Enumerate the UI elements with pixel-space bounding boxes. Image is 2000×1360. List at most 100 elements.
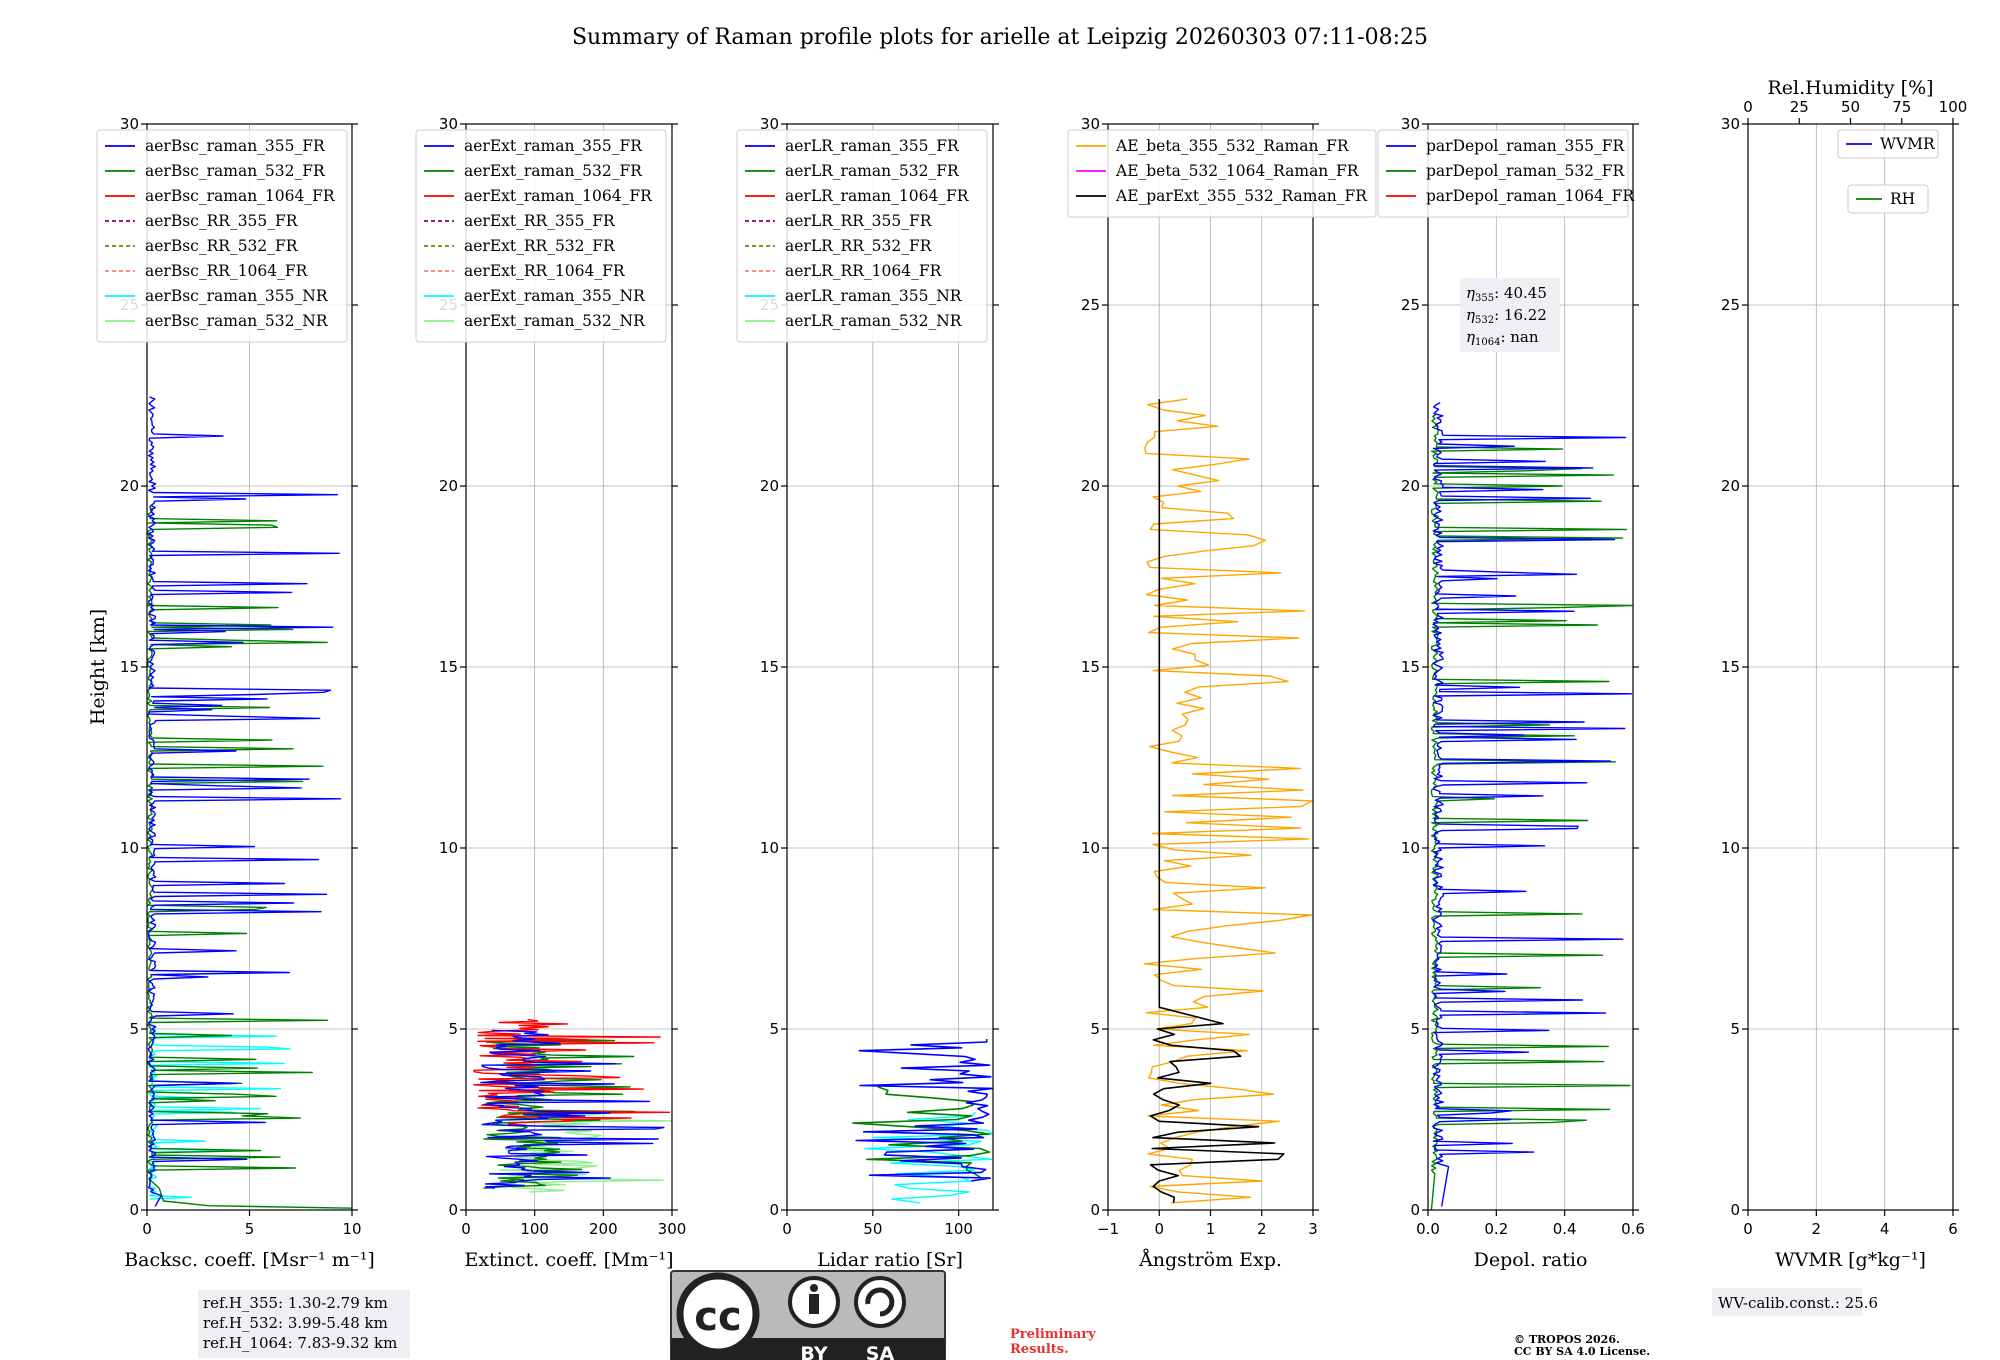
copyright-text: © TROPOS 2026. bbox=[1514, 1333, 1620, 1346]
panel-bsc: 0510051015202530Backsc. coeff. [Msr⁻¹ m⁻… bbox=[96, 115, 375, 1271]
sa-label: SA bbox=[866, 1343, 895, 1360]
x-tick-label: 5 bbox=[245, 1220, 255, 1238]
x-tick-label: 0 bbox=[461, 1220, 471, 1238]
legend-label: aerBsc_RR_1064_FR bbox=[145, 262, 309, 280]
legend-label: aerBsc_RR_355_FR bbox=[145, 212, 299, 230]
y-tick-label: 30 bbox=[439, 115, 458, 133]
legend-box bbox=[1847, 184, 1929, 214]
legend-box bbox=[1067, 129, 1377, 218]
x-tick-label: 200 bbox=[589, 1220, 618, 1238]
legend-wv: WVMR RH bbox=[1837, 129, 1939, 214]
wvcalib-text: WV-calib.const.: 25.6 bbox=[1718, 1294, 1878, 1312]
cc-license-badge: cc BY SA bbox=[670, 1270, 946, 1360]
by-label: BY bbox=[800, 1343, 827, 1360]
x-tick-label: 0 bbox=[782, 1220, 792, 1238]
y-tick-label: 15 bbox=[120, 658, 139, 676]
y-tick-label: 0 bbox=[1410, 1201, 1420, 1219]
legend-label: RH bbox=[1890, 190, 1915, 208]
x-tick-label: 2 bbox=[1257, 1220, 1267, 1238]
y-tick-label: 30 bbox=[120, 115, 139, 133]
series-line bbox=[1430, 413, 1633, 1210]
legend-label: aerBsc_raman_355_FR bbox=[145, 137, 326, 155]
y-tick-label: 10 bbox=[439, 839, 458, 857]
panel-ext: 0100200300051015202530Extinct. coeff. [M… bbox=[415, 115, 686, 1271]
eta-symbol: η bbox=[1466, 306, 1475, 324]
legend-label: aerExt_RR_532_FR bbox=[464, 237, 616, 255]
x-tick-label: 0.0 bbox=[1416, 1220, 1440, 1238]
x-tick-label: 6 bbox=[1948, 1220, 1958, 1238]
figure-title: Summary of Raman profile plots for ariel… bbox=[572, 25, 1428, 50]
y-tick-label: 25 bbox=[1721, 296, 1740, 314]
legend-label: aerLR_RR_355_FR bbox=[785, 212, 933, 230]
legend-ae: AE_beta_355_532_Raman_FR AE_beta_532_1064… bbox=[1067, 129, 1377, 218]
legend-label: aerExt_raman_355_FR bbox=[464, 137, 643, 155]
preliminary-text: Results. bbox=[1010, 1342, 1069, 1357]
refheight-text: ref.H_355: 1.30-2.79 km bbox=[203, 1294, 388, 1312]
x-axis-label: Lidar ratio [Sr] bbox=[817, 1249, 963, 1271]
eta-value: : nan bbox=[1500, 328, 1538, 346]
series-ae bbox=[1143, 398, 1313, 1204]
eta-symbol: η bbox=[1466, 328, 1475, 346]
top-tick-label: 25 bbox=[1790, 98, 1809, 116]
eta-text: η532: 16.22 bbox=[1466, 306, 1547, 326]
y-tick-label: 5 bbox=[1090, 1020, 1100, 1038]
y-tick-label: 10 bbox=[760, 839, 779, 857]
legend-label: aerLR_RR_1064_FR bbox=[785, 262, 943, 280]
y-tick-label: 30 bbox=[760, 115, 779, 133]
y-tick-label: 15 bbox=[1401, 658, 1420, 676]
eta-bg bbox=[1460, 278, 1560, 352]
extras: ref.H_355: 1.30-2.79 km ref.H_532: 3.99-5… bbox=[198, 1270, 1878, 1360]
legend-dep: parDepol_raman_355_FR parDepol_raman_532_… bbox=[1377, 129, 1635, 218]
legend-label: WVMR bbox=[1880, 135, 1936, 153]
x-tick-label: 0 bbox=[142, 1220, 152, 1238]
panels: 0510051015202530Backsc. coeff. [Msr⁻¹ m⁻… bbox=[87, 77, 1967, 1271]
legend-label: parDepol_raman_1064_FR bbox=[1426, 187, 1635, 205]
y-tick-label: 20 bbox=[760, 477, 779, 495]
y-tick-label: 10 bbox=[1081, 839, 1100, 857]
x-tick-label: 100 bbox=[944, 1220, 973, 1238]
panel-dep: 0.0 0.2 0.4 0.6 0 5 10 15 20 25 30 Depol. ratio parD… bbox=[1377, 115, 1645, 1271]
panel-lr: 050100051015202530Lidar ratio [Sr]aerLR_… bbox=[736, 115, 999, 1271]
series-line bbox=[473, 1018, 671, 1128]
legend-label: AE_beta_355_532_Raman_FR bbox=[1115, 137, 1350, 155]
legend-label: aerBsc_raman_532_NR bbox=[145, 312, 329, 330]
legend-label: aerLR_raman_355_FR bbox=[785, 137, 960, 155]
top-tick-label: 0 bbox=[1743, 98, 1753, 116]
refheight-text: ref.H_1064: 7.83-9.32 km bbox=[203, 1334, 397, 1352]
y-tick-label: 15 bbox=[760, 658, 779, 676]
legend-label: parDepol_raman_532_FR bbox=[1426, 162, 1626, 180]
x-tick-label: 0.4 bbox=[1553, 1220, 1577, 1238]
y-tick-label: 20 bbox=[120, 477, 139, 495]
y-tick-label: 0 bbox=[1090, 1201, 1100, 1219]
y-tick-label: 10 bbox=[1401, 839, 1420, 857]
legend-lr: aerLR_raman_355_FR aerLR_raman_532_FR aerL… bbox=[736, 129, 988, 343]
y-tick-label: 20 bbox=[1401, 477, 1420, 495]
series-line bbox=[855, 1039, 993, 1182]
series-line bbox=[1143, 398, 1313, 1204]
copyright-text: CC BY SA 4.0 License. bbox=[1514, 1345, 1650, 1358]
eta-subscript: 532 bbox=[1475, 315, 1494, 326]
refheight-text: ref.H_532: 3.99-5.48 km bbox=[203, 1314, 388, 1332]
series-bsc bbox=[147, 396, 352, 1209]
eta-value: : 40.45 bbox=[1494, 284, 1547, 302]
legend-label: aerExt_RR_1064_FR bbox=[464, 262, 626, 280]
by-head bbox=[810, 1284, 818, 1292]
sa-arrow bbox=[865, 1287, 895, 1317]
legend-label: aerExt_raman_532_FR bbox=[464, 162, 643, 180]
y-tick-label: 5 bbox=[1730, 1020, 1740, 1038]
top-axis-label: Rel.Humidity [%] bbox=[1767, 77, 1933, 99]
legend-box bbox=[1377, 129, 1629, 218]
legend-label: aerLR_raman_532_NR bbox=[785, 312, 963, 330]
x-tick-label: 0.6 bbox=[1621, 1220, 1645, 1238]
x-tick-label: 3 bbox=[1308, 1220, 1318, 1238]
legend-label: AE_beta_532_1064_Raman_FR bbox=[1115, 162, 1360, 180]
y-tick-label: 5 bbox=[448, 1020, 458, 1038]
y-tick-label: 0 bbox=[448, 1201, 458, 1219]
x-tick-label: 100 bbox=[520, 1220, 549, 1238]
legend-box bbox=[1837, 129, 1939, 159]
legend-label: aerLR_RR_532_FR bbox=[785, 237, 933, 255]
x-axis-label: Extinct. coeff. [Mm⁻¹] bbox=[464, 1249, 673, 1271]
eta-subscript: 1064 bbox=[1475, 337, 1500, 348]
series-ext bbox=[473, 1018, 672, 1193]
